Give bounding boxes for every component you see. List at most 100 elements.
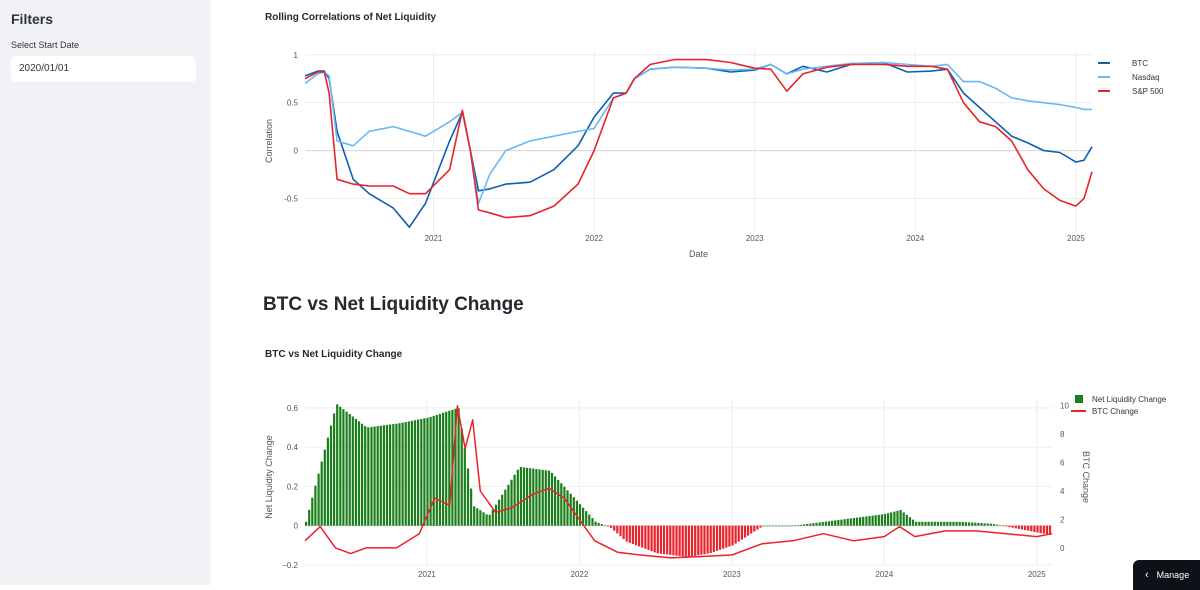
liquidity-bar [510, 479, 513, 526]
liquidity-bar [899, 510, 902, 526]
liquidity-bar [578, 504, 582, 526]
liquidity-bar [625, 525, 628, 542]
liquidity-bar [482, 512, 485, 526]
liquidity-bar [1017, 525, 1021, 529]
liquidity-bar [734, 525, 737, 544]
liquidity-bar [796, 525, 800, 526]
liquidity-bar [799, 524, 803, 526]
liquidity-bar [348, 414, 351, 526]
liquidity-bar [737, 525, 740, 542]
liquidity-bar [329, 425, 333, 526]
start-date-label: Select Start Date [11, 40, 80, 50]
liquidity-bar [933, 521, 936, 526]
correlation-chart[interactable]: 1 0.5 0 -0.5 2021 2022 2023 2024 2025 Date Correla… [0, 0, 1200, 270]
liquidity-bar [547, 470, 551, 526]
liquidity-bar [883, 514, 887, 526]
liquidity-bar [516, 469, 519, 526]
liquidity-bar [706, 525, 709, 554]
liquidity-bar [485, 514, 488, 526]
start-date-input[interactable]: 2020/01/01 [11, 56, 196, 82]
liquidity-bar [709, 525, 712, 553]
liquidity-bar [364, 426, 367, 526]
liquidity-bar [342, 409, 345, 526]
manage-app-button[interactable]: ‹ Manage [1133, 560, 1200, 590]
liquidity-bar [314, 485, 317, 526]
liquidity-bar [320, 461, 323, 526]
x-tick-label: 2024 [906, 234, 924, 243]
y-right-tick-label: 2 [1060, 515, 1065, 524]
liquidity-bar [423, 418, 426, 526]
liquidity-bar [560, 483, 563, 526]
liquidity-bar [445, 411, 448, 526]
liquidity-bar [781, 525, 784, 527]
x-tick-label: 2021 [425, 234, 443, 243]
liquidity-bar [522, 467, 526, 526]
liquidity-bar [961, 521, 964, 526]
liquidity-bar [379, 425, 382, 526]
liquidity-bar [585, 511, 588, 526]
liquidity-bar [448, 410, 451, 526]
liquidity-bar [846, 518, 849, 526]
liquidity-bar [373, 426, 376, 526]
liquidity-bar [463, 448, 466, 526]
liquidity-bar [507, 484, 510, 526]
liquidity-bar [361, 423, 364, 526]
liquidity-bar [666, 525, 669, 555]
liquidity-bar [1030, 525, 1033, 532]
liquidity-bar [722, 525, 725, 549]
liquidity-bar [407, 421, 410, 526]
liquidity-bar [946, 521, 949, 526]
liquidity-bar [594, 521, 597, 526]
liquidity-bar [317, 473, 320, 526]
liquidity-bar [491, 509, 494, 526]
liquidity-bar [936, 521, 940, 526]
liquidity-bar [843, 519, 846, 526]
liquidity-bar [756, 525, 759, 530]
liquidity-bar [790, 525, 793, 527]
y-left-tick-label: 0 [294, 522, 299, 531]
liquidity-bar [980, 523, 983, 526]
liquidity-bar [815, 522, 818, 526]
liquidity-bar [862, 516, 865, 526]
liquidity-bar [684, 525, 687, 557]
liquidity-bar [603, 525, 607, 526]
liquidity-bar [653, 525, 656, 553]
liquidity-bar [775, 525, 778, 527]
liquidity-bar [855, 517, 859, 526]
liquidity-bar [588, 514, 591, 526]
y-tick-label: -0.5 [284, 194, 298, 203]
y-tick-label: 0.5 [287, 99, 299, 108]
liquidity-bar [952, 521, 955, 526]
liquidity-bar [874, 515, 877, 526]
liquidity-bar [902, 512, 905, 526]
liquidity-bar [591, 518, 594, 526]
liquidity-bar [395, 423, 398, 526]
liquidity-bar [600, 524, 603, 526]
liquidity-bar [569, 493, 572, 526]
liquidity-bar [834, 520, 837, 526]
x-tick-label: 2025 [1067, 234, 1085, 243]
liquidity-bar [940, 521, 943, 526]
series-line-nasdaq [304, 61, 1092, 205]
liquidity-bar [896, 510, 899, 526]
liquidity-bar [563, 486, 566, 526]
liquidity-bar [1033, 525, 1036, 532]
correlation-chart-title: Rolling Correlations of Net Liquidity [265, 12, 437, 23]
liquidity-bar [345, 411, 348, 526]
liquidity-bar [413, 420, 417, 526]
liquidity-bar [1014, 525, 1017, 529]
liquidity-bar [859, 517, 862, 526]
liquidity-bar [871, 515, 874, 526]
liquidity-bar [992, 524, 996, 526]
liquidity-bar [911, 519, 915, 526]
liquidity-bar [740, 525, 744, 540]
liquidity-bar [849, 518, 852, 526]
liquidity-bar [690, 525, 694, 557]
liquidity-bar [504, 489, 507, 526]
liquidity-bar [1024, 525, 1027, 531]
liquidity-bar [958, 521, 961, 526]
liquidity-bar [323, 449, 326, 526]
liquidity-bar [747, 525, 750, 536]
series-line-s-p-500 [304, 58, 1093, 219]
